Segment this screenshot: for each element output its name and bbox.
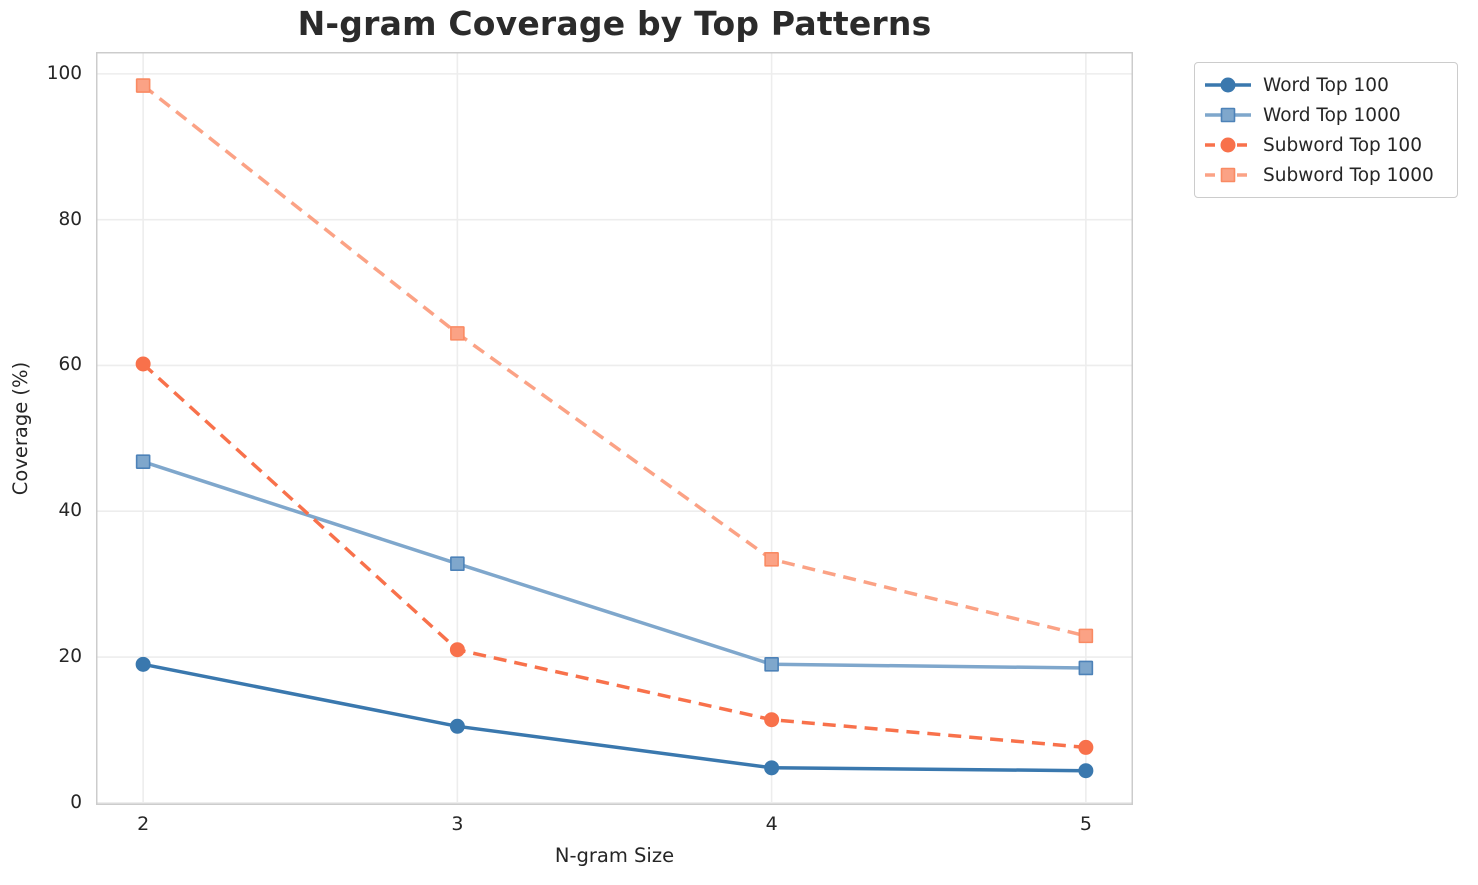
y-tick-label: 40 [58, 500, 82, 522]
data-point-word-top-100 [135, 656, 151, 672]
data-point-word-top-1000 [764, 657, 779, 672]
x-axis-label: N-gram Size [554, 844, 675, 867]
chart-title: N-gram Coverage by Top Patterns [297, 4, 932, 43]
legend: Word Top 100 Word Top 1000 Subword Top 100… [1194, 62, 1458, 198]
legend-sample-subword-top-1000 [1205, 167, 1251, 183]
data-point-word-top-1000 [450, 556, 465, 572]
y-tick-label: 20 [58, 646, 82, 668]
data-point-word-top-100 [764, 760, 780, 776]
legend-marker-subword-top-100 [1220, 137, 1236, 153]
y-tick-label: 100 [46, 62, 82, 84]
series-line-word-top-100 [141, 662, 1088, 773]
data-point-subword-top-1000 [1078, 628, 1094, 644]
legend-label-word-top-100: Word Top 100 [1263, 74, 1389, 96]
x-tick-label: 3 [451, 813, 464, 835]
data-point-subword-top-100 [135, 356, 151, 372]
y-tick-label: 60 [58, 354, 82, 376]
legend-label-word-top-1000: Word Top 1000 [1263, 104, 1401, 126]
data-point-subword-top-1000 [135, 78, 151, 93]
y-axis-label-wrap: Coverage (%) [0, 52, 42, 805]
legend-item-word-top-100: Word Top 100 [1203, 70, 1447, 100]
legend-marker-word-top-100 [1220, 77, 1236, 93]
data-point-subword-top-100 [1078, 739, 1094, 755]
data-point-subword-top-100 [764, 712, 780, 728]
legend-marker-subword-top-1000 [1220, 167, 1236, 183]
series-line-subword-top-100 [141, 362, 1087, 750]
legend-marker-word-top-1000 [1220, 107, 1236, 123]
data-point-word-top-100 [449, 718, 465, 734]
legend-label-subword-top-100: Subword Top 100 [1263, 134, 1422, 156]
x-tick-label: 4 [765, 813, 778, 835]
series-line-subword-top-1000 [142, 84, 1087, 638]
legend-sample-word-top-100 [1205, 77, 1251, 93]
data-point-subword-top-100 [449, 642, 465, 658]
data-point-subword-top-1000 [764, 552, 779, 567]
data-point-subword-top-1000 [450, 326, 465, 341]
plot-frame [96, 52, 1133, 805]
series-line-word-top-1000 [141, 459, 1088, 670]
x-tick-label: 5 [1079, 813, 1092, 835]
data-point-word-top-1000 [1078, 660, 1094, 676]
legend-item-word-top-1000: Word Top 1000 [1203, 100, 1447, 130]
data-point-word-top-100 [1078, 763, 1094, 779]
y-tick-label: 0 [70, 791, 82, 813]
legend-sample-word-top-1000 [1205, 107, 1251, 123]
data-point-word-top-1000 [135, 454, 151, 469]
x-tick-label: 2 [137, 813, 150, 835]
y-axis-label: Coverage (%) [9, 361, 33, 496]
y-tick-label: 80 [58, 208, 82, 230]
legend-label-subword-top-1000: Subword Top 1000 [1263, 164, 1434, 186]
plot-area [96, 52, 1133, 805]
legend-item-subword-top-100: Subword Top 100 [1203, 130, 1447, 160]
legend-item-subword-top-1000: Subword Top 1000 [1203, 160, 1447, 190]
legend-sample-subword-top-100 [1205, 137, 1251, 153]
